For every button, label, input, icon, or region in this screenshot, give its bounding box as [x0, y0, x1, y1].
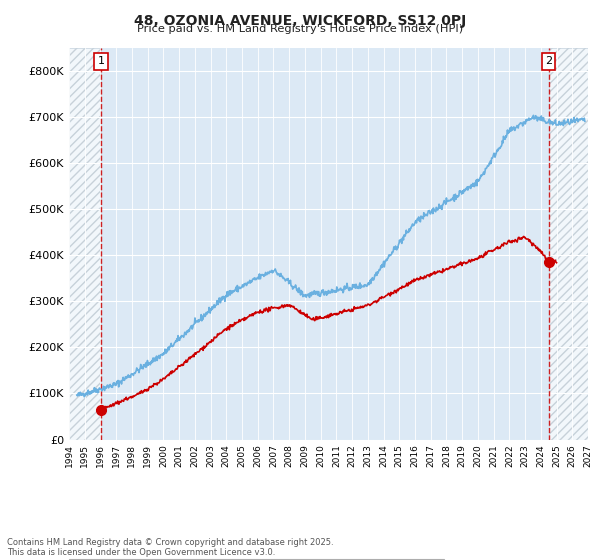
Text: 2: 2	[545, 57, 552, 67]
Text: Price paid vs. HM Land Registry's House Price Index (HPI): Price paid vs. HM Land Registry's House …	[137, 24, 463, 34]
Bar	[69, 48, 101, 440]
Text: Contains HM Land Registry data © Crown copyright and database right 2025.
This d: Contains HM Land Registry data © Crown c…	[7, 538, 334, 557]
Text: 1: 1	[98, 57, 104, 67]
Bar	[548, 48, 588, 440]
Text: 48, OZONIA AVENUE, WICKFORD, SS12 0PJ: 48, OZONIA AVENUE, WICKFORD, SS12 0PJ	[134, 14, 466, 28]
Legend: 48, OZONIA AVENUE, WICKFORD, SS12 0PJ (detached house), HPI: Average price, deta: 48, OZONIA AVENUE, WICKFORD, SS12 0PJ (d…	[69, 559, 444, 560]
